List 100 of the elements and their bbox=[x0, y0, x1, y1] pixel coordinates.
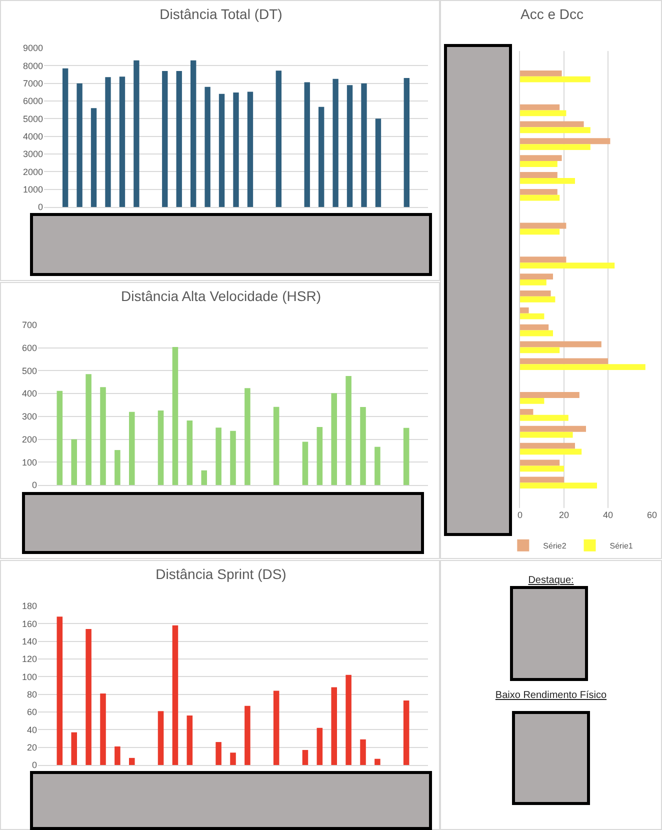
bar bbox=[276, 70, 282, 207]
y-tick-label: 6000 bbox=[22, 96, 43, 106]
bar bbox=[332, 78, 338, 207]
bar bbox=[218, 94, 225, 207]
bar bbox=[318, 106, 324, 207]
x-tick-label: 0 bbox=[517, 510, 523, 520]
y-tick-label: 20 bbox=[26, 742, 37, 752]
legend-label: Série1 bbox=[610, 541, 634, 550]
bar bbox=[346, 376, 352, 485]
bar bbox=[520, 256, 566, 263]
bar bbox=[520, 460, 560, 466]
y-tick-label: 120 bbox=[22, 654, 37, 664]
y-tick-label: 500 bbox=[22, 366, 37, 376]
bar bbox=[105, 77, 111, 207]
y-tick-label: 2000 bbox=[22, 166, 43, 177]
bar bbox=[71, 732, 77, 765]
y-tick-label: 3000 bbox=[22, 149, 43, 160]
y-tick-label: 8000 bbox=[22, 60, 43, 71]
bar bbox=[331, 687, 337, 765]
bar bbox=[520, 280, 546, 286]
bar bbox=[86, 628, 92, 765]
bar bbox=[244, 706, 250, 765]
y-tick-label: 100 bbox=[22, 672, 37, 682]
bar bbox=[520, 127, 590, 134]
bar bbox=[56, 390, 63, 485]
y-tick-label: 600 bbox=[22, 343, 37, 354]
bar bbox=[114, 746, 120, 765]
bar bbox=[346, 85, 353, 207]
bar bbox=[520, 194, 560, 201]
bar bbox=[100, 693, 106, 765]
y-tick-label: 60 bbox=[26, 707, 37, 718]
bar bbox=[119, 76, 126, 207]
bar bbox=[90, 108, 97, 207]
bar bbox=[172, 625, 178, 765]
bar bbox=[520, 222, 566, 229]
bar bbox=[273, 406, 280, 485]
bar bbox=[520, 70, 562, 76]
y-tick-label: 0 bbox=[38, 202, 43, 212]
chart-title: Acc e Dcc bbox=[520, 6, 584, 22]
bar bbox=[520, 172, 558, 178]
y-tick-label: 100 bbox=[22, 457, 37, 468]
bar bbox=[520, 144, 590, 150]
bar bbox=[520, 347, 560, 354]
bar bbox=[375, 118, 382, 207]
bar bbox=[134, 60, 140, 207]
bar bbox=[374, 758, 380, 765]
bar bbox=[520, 178, 575, 184]
bar bbox=[520, 448, 582, 455]
bar bbox=[520, 296, 556, 302]
y-tick-label: 0 bbox=[32, 760, 37, 770]
bar bbox=[520, 482, 597, 489]
bar bbox=[520, 426, 586, 432]
y-tick-label: 700 bbox=[22, 320, 37, 330]
bar bbox=[158, 410, 164, 485]
chart-title: Distância Total (DT) bbox=[160, 6, 282, 22]
bar bbox=[403, 428, 410, 485]
bar bbox=[520, 121, 584, 128]
bar bbox=[158, 711, 164, 765]
bar bbox=[520, 138, 610, 144]
bar bbox=[520, 313, 544, 320]
bar bbox=[162, 70, 168, 207]
bar bbox=[520, 341, 602, 348]
bar bbox=[520, 324, 549, 330]
bar bbox=[404, 78, 410, 207]
bar bbox=[302, 442, 308, 485]
bar bbox=[129, 758, 135, 765]
legend-label: Série2 bbox=[543, 541, 567, 550]
bar bbox=[176, 70, 182, 207]
bar bbox=[216, 742, 222, 765]
bar bbox=[273, 690, 280, 765]
y-tick-label: 4000 bbox=[22, 131, 43, 142]
bar bbox=[233, 92, 239, 207]
bar bbox=[520, 104, 560, 110]
bar bbox=[520, 307, 529, 314]
bar bbox=[360, 407, 366, 485]
text: Destaque: bbox=[527, 575, 575, 586]
y-tick-label: 160 bbox=[22, 618, 37, 629]
bar bbox=[216, 428, 222, 485]
bar bbox=[230, 752, 236, 765]
bar bbox=[100, 387, 106, 485]
y-tick-label: 9000 bbox=[22, 43, 43, 54]
y-tick-label: 40 bbox=[26, 724, 37, 735]
bar bbox=[172, 346, 178, 485]
bar bbox=[520, 408, 534, 415]
bar bbox=[520, 228, 560, 235]
x-tick-label: 40 bbox=[602, 510, 614, 520]
y-tick-label: 7000 bbox=[22, 78, 43, 88]
y-tick-label: 400 bbox=[22, 388, 37, 399]
bar bbox=[520, 188, 558, 195]
bar bbox=[520, 110, 566, 116]
bar bbox=[201, 470, 207, 485]
bar bbox=[230, 430, 236, 485]
bar bbox=[520, 290, 551, 296]
bar bbox=[361, 83, 367, 207]
bar bbox=[346, 674, 352, 765]
bar bbox=[520, 161, 558, 167]
bar bbox=[71, 439, 77, 485]
bar bbox=[331, 393, 337, 485]
y-tick-label: 1000 bbox=[22, 184, 43, 194]
y-tick-label: 140 bbox=[22, 636, 37, 646]
